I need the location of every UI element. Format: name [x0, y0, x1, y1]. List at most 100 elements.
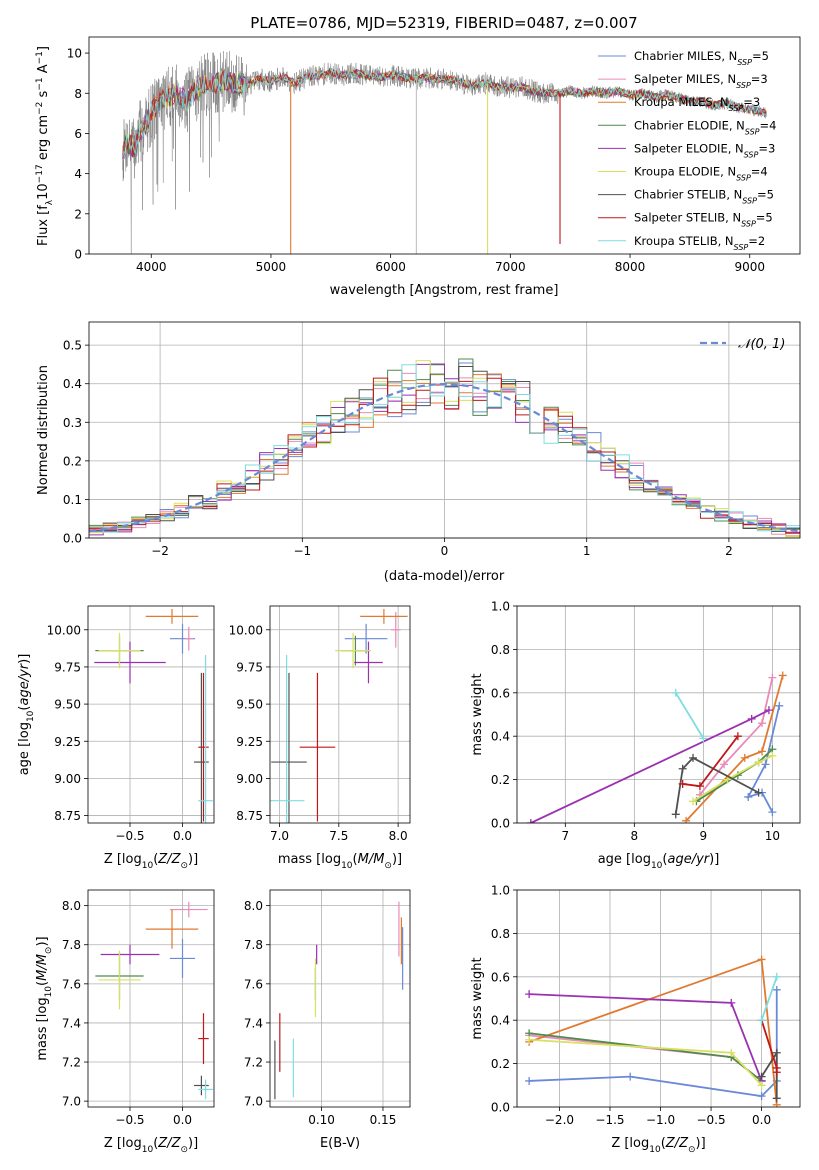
data-point	[194, 672, 209, 823]
y-tick-label: 0.0	[63, 532, 82, 546]
axes-frame	[516, 889, 801, 1108]
weight_vs_age-axes: 7 8 9 10 0.0 0.2 0.4 0.6 0.8 1.0 age [log10(age/yr…	[470, 600, 801, 871]
data-point	[94, 641, 166, 684]
weight-marker	[768, 808, 777, 817]
legend-label: Chabrier MILES, NSSP=5	[634, 49, 769, 67]
x-tick-label: 7	[561, 829, 569, 843]
x-tick-label: 0.10	[308, 1113, 335, 1127]
x-tick-label: 0.0	[173, 829, 192, 843]
normal-curve	[89, 383, 800, 533]
residuals-ticks: −2 −1 0 1 2 0.0 0.1 0.2 0.3 0.4 0.5	[63, 339, 733, 558]
mass_vs_Z-xlabel: Z [log10(Z/Z⊙)]	[104, 1136, 198, 1155]
legend-label: Salpeter MILES, NSSP=3	[634, 72, 768, 90]
y-tick-label: 9.25	[54, 735, 81, 749]
weight-series	[528, 958, 778, 1105]
mass_vs_Z-ticks: −0.5 0.0 7.0 7.2 7.4 7.6 7.8 8.0	[62, 899, 192, 1127]
y-tick-label: 7.6	[62, 977, 81, 991]
weight-marker	[678, 779, 687, 788]
mass_vs_ebv-ticks: 0.10 0.15 7.0 7.2 7.4 7.6 7.8 8.0	[244, 899, 396, 1127]
x-tick-label: 4000	[136, 260, 167, 274]
x-tick-label: −2.0	[545, 1113, 574, 1127]
weight-marker	[772, 985, 781, 994]
x-tick-label: 7.0	[270, 829, 289, 843]
age_vs_mass-xlabel: mass [log10(M/M⊙)]	[278, 852, 402, 871]
weight-marker	[754, 758, 763, 767]
weight-marker	[757, 955, 766, 964]
residual-xlabel: (data-model)/error	[384, 569, 505, 584]
weight-series	[699, 677, 774, 796]
spectrum-legend: Chabrier MILES, NSSP=5 Salpeter MILES, NS…	[598, 49, 776, 251]
y-tick-label: 0.0	[491, 817, 510, 831]
weight_vs_age-ylabel: mass weight	[470, 673, 485, 755]
weight-marker	[754, 788, 763, 797]
age_vs_mass-axes: 7.0 7.5 8.0 8.75 9.00 9.25 9.50 9.75 10.00 mass […	[229, 605, 411, 871]
weight-marker	[747, 714, 756, 723]
x-tick-label: 8	[631, 829, 639, 843]
x-tick-label: 9000	[734, 260, 765, 274]
weight-marker	[689, 797, 698, 806]
weight-marker	[772, 1048, 781, 1057]
y-tick-label: 10.00	[47, 623, 81, 637]
weight-series	[692, 754, 773, 803]
y-tick-label: 9.00	[236, 772, 263, 786]
weight-marker	[525, 990, 534, 999]
weight_vs_age-plot	[526, 671, 787, 823]
y-tick-label: 9.75	[236, 660, 263, 674]
mass_vs_Z-ylabel: mass [log10(M/M⊙)]	[35, 936, 54, 1060]
mass_vs_ebv-grid	[270, 890, 410, 1107]
y-tick-label: 0.8	[491, 927, 510, 941]
x-tick-label: 0.15	[370, 1113, 397, 1127]
data-point	[344, 623, 388, 654]
data-point	[335, 632, 371, 669]
weight_vs_age-xlabel: age [log10(age/yr)]	[598, 852, 720, 871]
axes-frame	[88, 36, 801, 255]
age_vs_mass-grid	[270, 606, 410, 823]
data-point	[100, 944, 160, 965]
legend-label: Kroupa MILES, NSSP=3	[634, 95, 760, 113]
data-point	[198, 1079, 213, 1100]
x-tick-label: 2	[725, 544, 733, 558]
spectrum-title: PLATE=0786, MJD=52319, FIBERID=0487, z=0…	[250, 14, 637, 32]
weight_vs_age-ticks: 7 8 9 10 0.0 0.2 0.4 0.6 0.8 1.0	[491, 600, 780, 844]
x-tick-label: −1.0	[646, 1113, 675, 1127]
legend-label: Salpeter ELODIE, NSSP=3	[634, 141, 775, 159]
age_vs_Z-xlabel: Z [log10(Z/Z⊙)]	[104, 852, 198, 871]
weight-marker	[761, 760, 770, 769]
weight-marker	[626, 1072, 635, 1081]
y-tick-label: 0.4	[491, 1014, 510, 1028]
y-tick-label: 10.00	[229, 623, 263, 637]
data-point	[145, 909, 199, 949]
age_vs_mass-ticks: 7.0 7.5 8.0 8.75 9.00 9.25 9.50 9.75 10.00	[229, 623, 408, 843]
mass_vs_Z-grid	[88, 890, 214, 1107]
y-tick-label: 0.4	[63, 377, 82, 391]
y-tick-label: 0.5	[63, 339, 82, 353]
x-tick-label: 7000	[495, 260, 526, 274]
x-tick-label: 0	[441, 544, 449, 558]
y-tick-label: 7.2	[244, 1056, 263, 1070]
weight_vs_Z-plot	[525, 955, 781, 1107]
axes-frame	[87, 889, 215, 1108]
data-point	[354, 641, 383, 684]
x-tick-label: 0.0	[752, 1113, 771, 1127]
y-tick-label: 0.6	[491, 686, 510, 700]
weight-series	[760, 976, 778, 1021]
legend-label: Salpeter STELIB, NSSP=5	[634, 211, 773, 229]
model-spectrum	[122, 68, 767, 159]
y-tick-label: 8.75	[54, 809, 81, 823]
y-tick-label: 7.8	[244, 938, 263, 952]
y-tick-label: 10	[67, 47, 82, 61]
mass_vs_Z-axes: −0.5 0.0 7.0 7.2 7.4 7.6 7.8 8.0 Z [log10(Z/Z⊙)]…	[35, 889, 215, 1155]
y-tick-label: 1.0	[491, 600, 510, 614]
y-tick-label: 1.0	[491, 884, 510, 898]
legend-label: Kroupa ELODIE, NSSP=4	[634, 165, 768, 183]
spectrum-ticks: 4000 5000 6000 7000 8000 9000 0 2 4 6 8 10	[67, 47, 765, 274]
data-point	[145, 608, 199, 624]
mass_vs_ebv-xlabel: E(B-V)	[320, 1136, 360, 1151]
y-tick-label: 4	[74, 167, 82, 181]
residuals-plot	[89, 358, 800, 538]
x-tick-label: −1.5	[595, 1113, 624, 1127]
legend-label: Kroupa STELIB, NSSP=2	[634, 234, 765, 252]
weight-marker	[699, 734, 708, 743]
residual-histogram	[89, 364, 800, 533]
y-tick-label: 0.2	[491, 773, 510, 787]
